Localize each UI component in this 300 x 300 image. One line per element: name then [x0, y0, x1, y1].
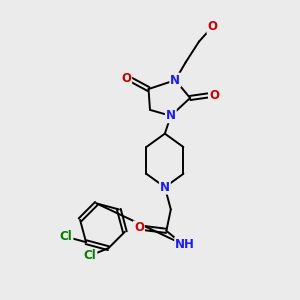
Text: O: O: [134, 221, 144, 234]
Text: N: N: [170, 74, 180, 87]
Text: O: O: [207, 20, 218, 33]
Text: Cl: Cl: [84, 249, 96, 262]
Text: O: O: [209, 88, 219, 101]
Text: Cl: Cl: [60, 230, 73, 243]
Text: O: O: [121, 72, 131, 85]
Text: N: N: [166, 109, 176, 122]
Text: N: N: [160, 181, 170, 194]
Text: NH: NH: [175, 238, 195, 251]
